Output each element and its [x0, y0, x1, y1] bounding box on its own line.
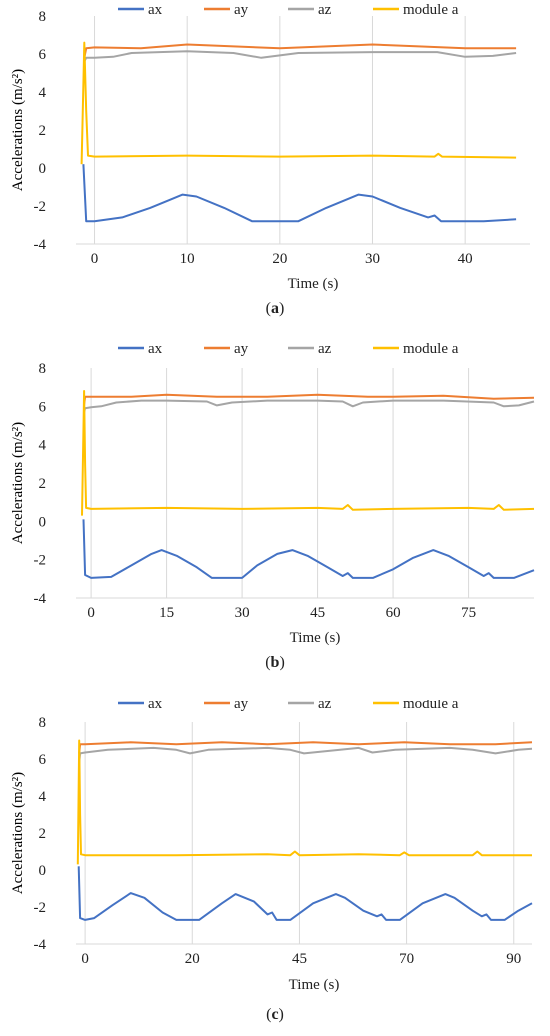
legend-label: ay	[234, 342, 249, 357]
chart-panel-a: 0 10 20 30 40 -4 -2 0 2 4 6 8 Accelerations (m/s²) Ti…	[0, 0, 550, 330]
caption-c: (c)	[266, 1006, 284, 1023]
x-axis-label: Time (s)	[290, 630, 341, 646]
chart-a: 0 10 20 30 40 -4 -2 0 2 4 6 8 Accelerations (m/s²) Ti…	[10, 2, 530, 292]
legend-label: az	[318, 2, 332, 18]
x-tick-label: 10	[180, 251, 195, 267]
chart-b: 0 15 30 45 60 75 -4 -2 0 2 4 6 8 Accelerations (m/s²)…	[10, 342, 535, 646]
x-tick-label: 40	[458, 251, 473, 267]
x-tick-label: 60	[386, 605, 401, 621]
series-line-module-a	[80, 41, 517, 165]
y-tick-label: -4	[34, 591, 47, 607]
y-axis-label: Accelerations (m/s²)	[10, 422, 26, 544]
y-tick-label: -2	[34, 553, 47, 569]
y-tick-label: -4	[34, 237, 47, 253]
y-tick-label: 8	[39, 9, 47, 25]
y-tick-label: -2	[34, 199, 47, 215]
legend-label: module a	[403, 700, 459, 712]
series-line-ax	[82, 164, 517, 223]
legend-label: az	[318, 342, 332, 357]
series-line-az	[83, 50, 517, 63]
y-tick-label: 0	[39, 161, 47, 177]
series-line-ay	[78, 741, 533, 754]
legend-label: ay	[234, 700, 249, 712]
caption-a: (a)	[265, 300, 285, 317]
y-tick-label: 0	[39, 514, 47, 530]
x-tick-label: 0	[87, 605, 95, 621]
x-axis-label: Time (s)	[289, 977, 340, 993]
series-line-az	[78, 746, 533, 763]
y-tick-label: 4	[39, 85, 47, 101]
x-tick-label: 70	[399, 951, 414, 967]
y-tick-label: 8	[39, 715, 47, 731]
chart-c: 0 20 45 70 90 -4 -2 0 2 4 6 8 Accelerations (m/s²) Ti…	[10, 700, 533, 993]
x-tick-label: 45	[292, 951, 307, 967]
legend-label: module a	[403, 342, 459, 357]
chart-panel-b: 0 15 30 45 60 75 -4 -2 0 2 4 6 8 Accelerations (m/s²)…	[0, 342, 550, 687]
y-tick-label: 4	[39, 789, 47, 805]
x-tick-label: 45	[310, 605, 325, 621]
y-tick-label: 4	[39, 438, 47, 454]
legend-label: ay	[234, 2, 249, 18]
series-line-az	[83, 399, 535, 413]
x-tick-label: 0	[81, 951, 89, 967]
x-axis-label: Time (s)	[288, 276, 339, 292]
series-line-ax	[82, 519, 535, 579]
y-tick-label: 8	[39, 361, 47, 377]
legend-label: az	[318, 700, 332, 712]
legend-label: ax	[148, 342, 163, 357]
series-line-ax	[77, 866, 533, 921]
x-tick-label: 0	[91, 251, 99, 267]
chart-panel-c: 0 20 45 70 90 -4 -2 0 2 4 6 8 Accelerations (m/s²) Ti…	[0, 700, 550, 1036]
y-tick-label: 6	[39, 399, 47, 415]
y-tick-label: -2	[34, 900, 47, 916]
y-tick-label: 2	[39, 476, 47, 492]
legend-label: ax	[148, 2, 163, 18]
x-tick-label: 30	[365, 251, 380, 267]
x-tick-label: 90	[506, 951, 521, 967]
series-line-ay	[83, 393, 535, 405]
y-tick-label: 2	[39, 123, 47, 139]
x-tick-label: 15	[159, 605, 174, 621]
legend-label: ax	[148, 700, 163, 712]
series-line-module-a	[81, 390, 535, 516]
x-tick-label: 20	[272, 251, 287, 267]
y-tick-label: 6	[39, 47, 47, 63]
y-axis-label: Accelerations (m/s²)	[10, 772, 26, 894]
x-tick-label: 30	[235, 605, 250, 621]
legend-label: module a	[403, 2, 459, 18]
y-tick-label: -4	[34, 937, 47, 953]
x-tick-label: 75	[461, 605, 476, 621]
caption-b: (b)	[265, 654, 285, 671]
y-tick-label: 0	[39, 863, 47, 879]
series-line-ay	[83, 43, 517, 58]
y-axis-label: Accelerations (m/s²)	[10, 69, 26, 191]
y-tick-label: 2	[39, 826, 47, 842]
x-tick-label: 20	[185, 951, 200, 967]
y-tick-label: 6	[39, 752, 47, 768]
series-line-module-a	[76, 739, 532, 865]
